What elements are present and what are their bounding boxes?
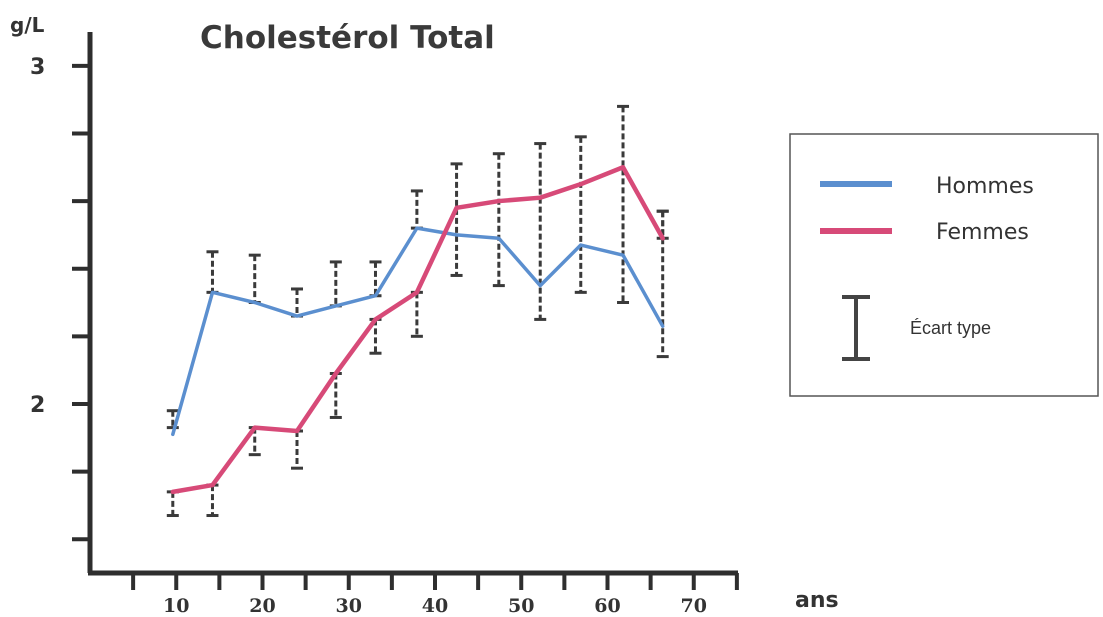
x-tick-label: 20 (249, 595, 275, 617)
data-point (374, 295, 376, 297)
data-point (498, 200, 500, 202)
error-bar (166, 490, 179, 518)
error-bar (329, 260, 342, 308)
data-point (498, 237, 500, 239)
data-point (456, 207, 458, 209)
data-point (622, 166, 624, 168)
legend-label-error-bar: Écart type (910, 318, 991, 338)
data-point (416, 291, 418, 293)
error-bar (574, 135, 587, 294)
data-point (580, 183, 582, 185)
x-tick-label: 50 (508, 595, 534, 617)
data-point (580, 244, 582, 246)
legend-error-bar-icon (842, 295, 870, 361)
data-point (296, 315, 298, 317)
error-bar (206, 483, 219, 518)
legend: Hommes Femmes Écart type (789, 133, 1099, 397)
error-bar (248, 253, 261, 304)
data-point (374, 318, 376, 320)
data-point (539, 285, 541, 287)
data-point (296, 430, 298, 432)
data-point (211, 484, 213, 486)
data-point (662, 237, 664, 239)
error-bar (410, 189, 423, 230)
data-point (211, 291, 213, 293)
error-bar (450, 162, 463, 277)
x-axis-label: ans (795, 588, 839, 613)
x-ticks: 10 20 30 40 50 60 70 (131, 573, 739, 617)
data-point (254, 302, 256, 303)
axes (87, 32, 738, 576)
data-point (416, 227, 418, 229)
legend-label-femmes: Femmes (936, 220, 1029, 245)
x-tick-label: 70 (681, 595, 707, 617)
error-bar (291, 429, 303, 470)
legend-label-hommes: Hommes (936, 174, 1034, 199)
x-tick-label: 40 (422, 595, 448, 617)
y-ticks: 32 (30, 55, 90, 542)
error-bar (166, 409, 179, 430)
legend-box (789, 133, 1099, 397)
data-point (335, 305, 337, 307)
data-point (172, 433, 174, 435)
x-tick-label: 10 (163, 595, 189, 617)
data-point (254, 427, 256, 429)
y-axis-label: g/L (10, 13, 45, 37)
error-bar (206, 250, 219, 294)
y-tick-label: 2 (30, 393, 45, 418)
x-tick-label: 30 (336, 595, 362, 617)
error-bar (410, 290, 423, 338)
y-tick-label: 3 (30, 55, 45, 80)
x-tick-label: 60 (594, 595, 620, 617)
error-bar (617, 104, 630, 304)
data-point (172, 491, 174, 493)
error-bar (291, 287, 303, 318)
data-point (335, 373, 337, 375)
chart-title: Cholestérol Total (200, 20, 495, 56)
data-point (539, 197, 541, 199)
data-point (622, 254, 624, 256)
error-bars (166, 104, 669, 518)
data-point (456, 234, 458, 236)
data-point (662, 325, 664, 327)
error-bar (492, 152, 505, 288)
error-bar (534, 142, 547, 321)
series-lines (170, 165, 665, 495)
